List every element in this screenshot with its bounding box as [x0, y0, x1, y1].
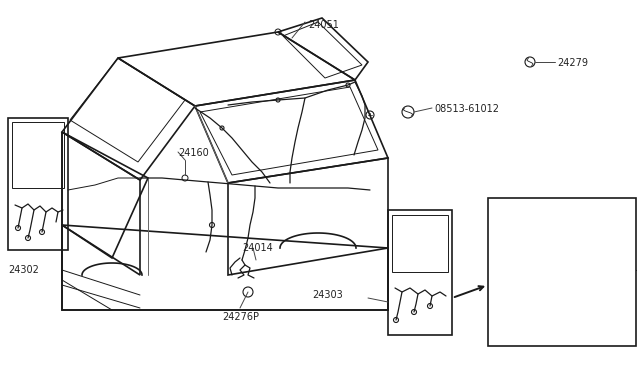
Text: A2/ C00/0: A2/ C00/0: [506, 326, 547, 335]
Text: 24160: 24160: [178, 148, 209, 158]
Text: 24279: 24279: [557, 58, 588, 68]
Bar: [488, 198, 636, 346]
Text: 24276P: 24276P: [222, 312, 259, 322]
Text: 24254H: 24254H: [508, 216, 547, 226]
Text: DOOR HARNESS LESS: DOOR HARNESS LESS: [496, 273, 594, 282]
Text: 24014: 24014: [242, 243, 273, 253]
Text: 24303: 24303: [312, 290, 343, 300]
Text: 08513-61012: 08513-61012: [434, 104, 499, 114]
Text: 24051: 24051: [308, 20, 339, 30]
Text: 18440M: 18440M: [516, 284, 555, 294]
Text: 24302: 24302: [8, 265, 39, 275]
